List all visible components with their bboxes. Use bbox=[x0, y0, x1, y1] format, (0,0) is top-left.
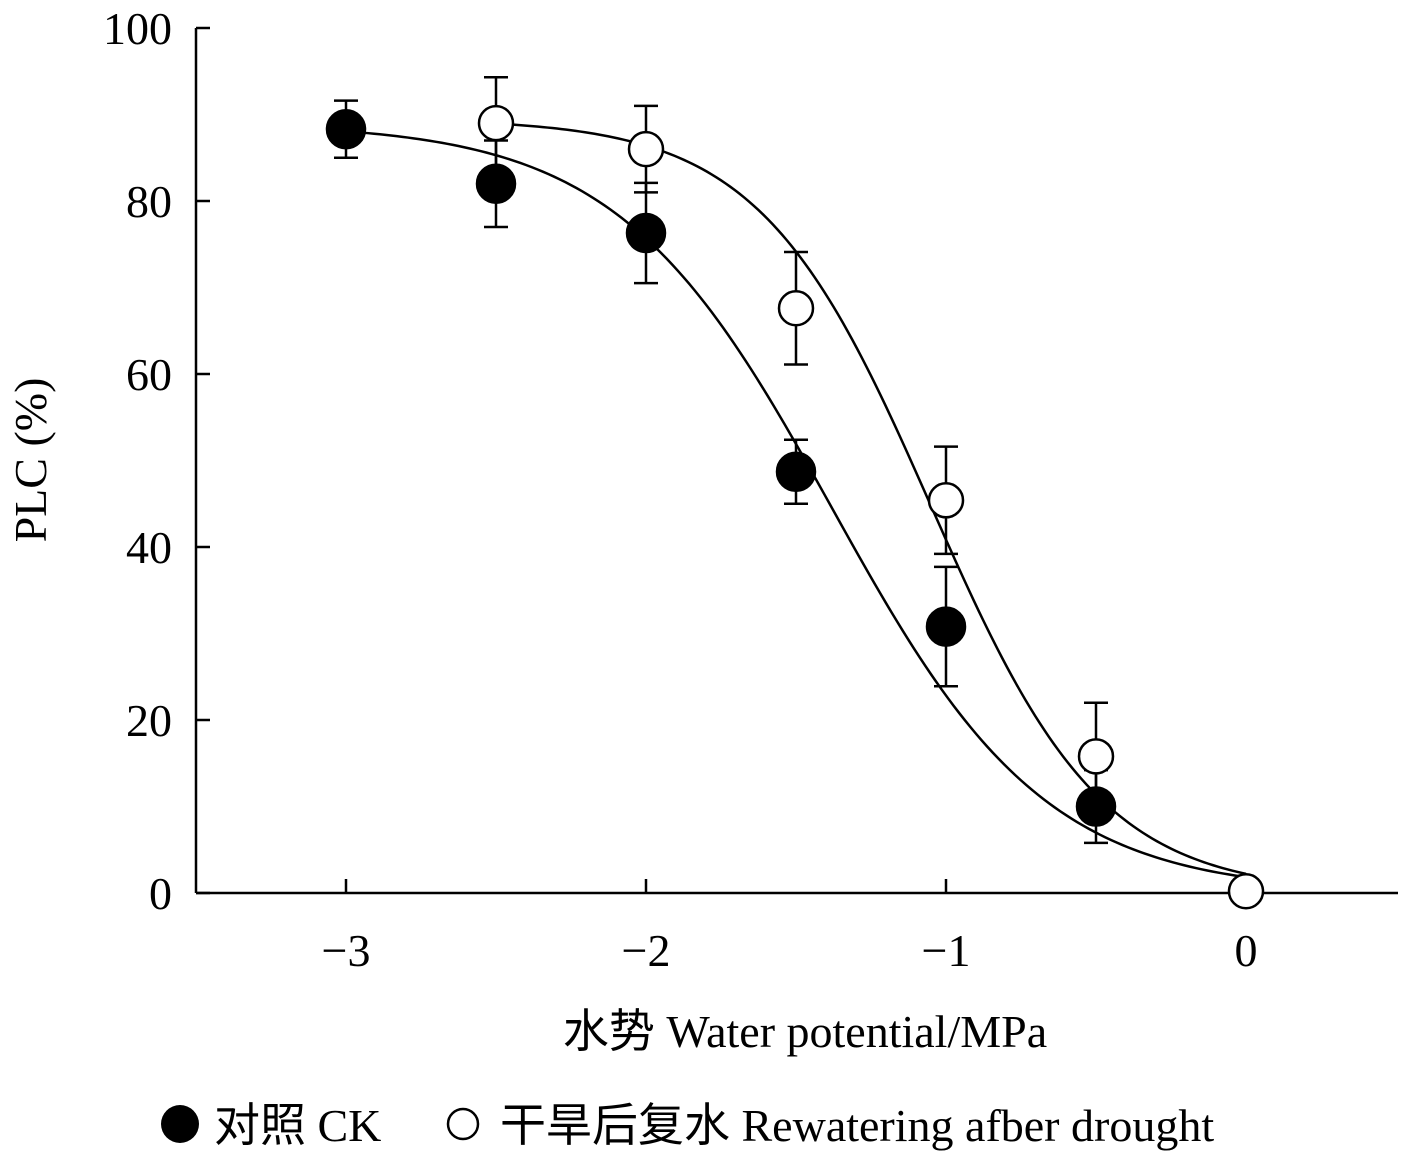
y-tick-label: 40 bbox=[126, 522, 172, 573]
x-tick-label: −2 bbox=[622, 925, 671, 976]
data-point-rewatering bbox=[1077, 738, 1115, 775]
x-axis-title: 水势 Water potential/MPa bbox=[563, 1006, 1047, 1057]
data-point-rewatering bbox=[1227, 873, 1265, 910]
x-tick-label: −3 bbox=[322, 925, 371, 976]
error-bars bbox=[334, 76, 1108, 845]
legend-marker-rewatering bbox=[446, 1107, 480, 1141]
axes bbox=[194, 28, 1398, 895]
data-points bbox=[325, 104, 1265, 910]
x-tick-label: −1 bbox=[922, 925, 971, 976]
x-tick-label: 0 bbox=[1235, 925, 1258, 976]
legend-label-ck: 对照 CK bbox=[214, 1100, 381, 1151]
data-point-ck bbox=[1075, 786, 1117, 827]
legend: 对照 CK 干旱后复水 Rewatering afber drought bbox=[161, 1100, 1214, 1151]
legend-label-rewatering: 干旱后复水 Rewatering afber drought bbox=[500, 1100, 1214, 1151]
data-point-ck bbox=[925, 606, 967, 647]
x-ticks: −3 −2 −1 0 bbox=[322, 879, 1258, 976]
data-point-rewatering bbox=[627, 130, 665, 168]
y-ticks: 0 20 40 60 80 100 bbox=[103, 3, 210, 919]
data-point-ck bbox=[325, 108, 367, 150]
y-tick-label: 100 bbox=[103, 3, 172, 54]
y-tick-label: 20 bbox=[126, 695, 172, 746]
y-axis-title: PLC (%) bbox=[5, 378, 56, 543]
data-point-ck bbox=[775, 451, 817, 492]
y-tick-label: 0 bbox=[149, 868, 172, 919]
fit-curve-series-1 bbox=[495, 122, 1247, 876]
data-point-rewatering bbox=[777, 290, 815, 327]
data-point-ck bbox=[625, 212, 667, 254]
data-point-rewatering bbox=[927, 482, 965, 519]
data-point-ck bbox=[475, 163, 517, 204]
y-tick-label: 60 bbox=[126, 349, 172, 400]
data-point-rewatering bbox=[477, 104, 515, 142]
y-tick-label: 80 bbox=[126, 176, 172, 227]
legend-marker-ck bbox=[161, 1105, 199, 1143]
